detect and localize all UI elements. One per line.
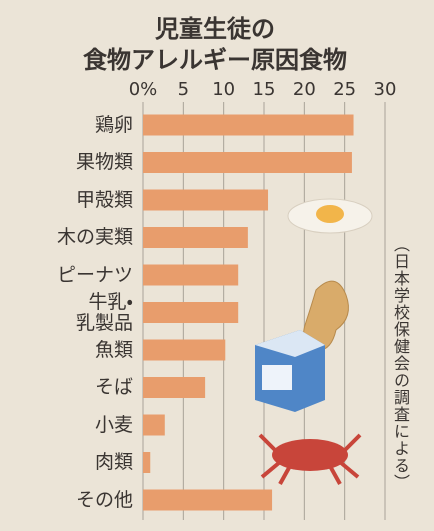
bar — [143, 339, 226, 361]
y-tick-label: 鶏卵 — [94, 113, 133, 136]
y-tick-label: その他 — [75, 488, 133, 511]
y-tick-label: 魚類 — [94, 338, 133, 361]
bar — [143, 114, 354, 136]
milk-carton-top — [255, 330, 325, 357]
x-tick-label: 10 — [212, 79, 235, 100]
egg-yolk — [316, 205, 344, 223]
y-tick-label: 木の実類 — [56, 226, 133, 248]
milk-label — [262, 365, 292, 390]
x-tick-label: 15 — [253, 79, 276, 100]
y-tick-label: 甲殻類 — [75, 188, 133, 211]
x-tick-label: 0% — [129, 79, 158, 100]
y-tick-label: そば — [94, 376, 133, 398]
bar — [143, 302, 239, 323]
y-tick-label: 牛乳・ 乳製品 — [75, 290, 133, 334]
bar — [143, 489, 273, 511]
bar — [143, 414, 165, 436]
chart-title: 児童生徒の — [155, 15, 275, 43]
y-tick-label: 小麦 — [94, 413, 133, 436]
chart-title: 食物アレルギー原因食物 — [83, 46, 347, 74]
bar — [143, 227, 248, 248]
bar — [143, 264, 239, 286]
y-tick-label: ピーナツ — [56, 263, 133, 286]
x-tick-label: 30 — [374, 79, 397, 100]
x-tick-label: 25 — [333, 79, 356, 100]
crab — [272, 439, 348, 471]
peanut — [303, 280, 349, 351]
bar — [143, 189, 269, 211]
illustrations — [255, 198, 373, 485]
y-tick-label: 果物類 — [75, 151, 133, 173]
bar — [143, 152, 352, 173]
source-note: （日本学校保健会の調査による） — [391, 236, 410, 491]
bar — [143, 452, 151, 473]
crab-legs — [258, 433, 362, 485]
x-tick-label: 5 — [178, 79, 189, 100]
bar — [143, 377, 206, 398]
y-tick-label: 肉類 — [94, 451, 133, 473]
x-tick-label: 20 — [293, 79, 316, 100]
